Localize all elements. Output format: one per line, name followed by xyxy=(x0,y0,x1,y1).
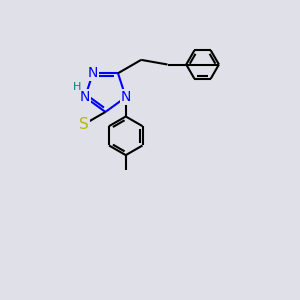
Text: N: N xyxy=(121,90,131,104)
Text: S: S xyxy=(79,117,88,132)
Text: N: N xyxy=(80,90,90,104)
Text: N: N xyxy=(88,66,98,80)
Text: H: H xyxy=(73,82,81,92)
